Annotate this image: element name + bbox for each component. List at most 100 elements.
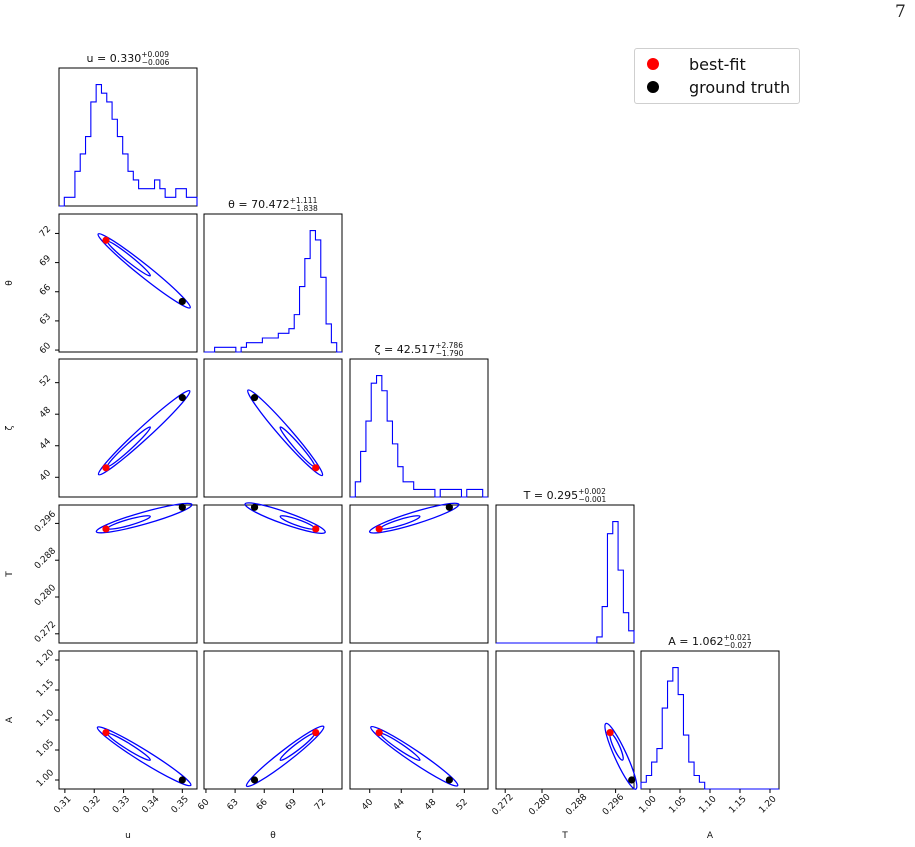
contour-outer-zeta-u	[97, 389, 191, 476]
ylabel-zeta: ζ	[5, 425, 15, 430]
xtick-label-theta-2: 66	[255, 797, 270, 812]
contour-outer-T-zeta	[368, 502, 460, 534]
ytick-label-theta-1: 63	[38, 312, 53, 327]
contour-inner-A-theta	[279, 732, 316, 761]
ytick-label-A-2: 1.10	[35, 708, 56, 729]
best-fit-point-A-zeta	[375, 729, 383, 737]
ytick-label-T-0: 0.272	[33, 620, 58, 645]
ground-truth-point-zeta-theta	[250, 394, 259, 402]
contour-outer-A-theta	[245, 725, 325, 788]
histogram-theta	[204, 230, 342, 353]
xtick-label-u-2: 0.33	[111, 794, 132, 815]
xtick-label-zeta-3: 52	[455, 797, 470, 812]
ytick-label-zeta-3: 52	[38, 374, 53, 389]
page-number: 7	[895, 2, 906, 22]
xtick-label-T-2: 0.288	[564, 792, 589, 817]
histogram-zeta	[350, 375, 488, 498]
best-fit-marker-icon	[647, 58, 659, 70]
ytick-label-T-3: 0.296	[33, 509, 58, 534]
best-fit-point-T-u	[102, 525, 110, 533]
contour-outer-zeta-theta	[247, 389, 324, 477]
contour-outer-A-u	[96, 726, 192, 787]
panel-frame-theta-theta	[203, 213, 343, 353]
best-fit-point-A-theta	[312, 729, 320, 737]
xlabel-T: T	[561, 831, 568, 841]
title-A: A = 1.062+0.021 −0.027	[668, 633, 752, 650]
ylabel-theta: θ	[5, 280, 15, 286]
ground-truth-point-A-zeta	[445, 776, 453, 784]
panel-frame-T-u	[58, 504, 198, 644]
xtick-label-u-1: 0.32	[82, 794, 103, 815]
histogram-u	[59, 84, 198, 207]
histogram-A	[640, 667, 779, 790]
panel-frame-A-theta	[203, 650, 343, 790]
xtick-label-u-0: 0.31	[52, 794, 73, 815]
contour-inner-A-u	[106, 732, 151, 761]
legend-label-ground-truth: ground truth	[689, 77, 791, 97]
contour-inner-zeta-theta	[279, 426, 316, 468]
xtick-label-theta-0: 60	[196, 797, 211, 812]
xlabel-theta: θ	[270, 831, 276, 841]
legend-label-best-fit: best-fit	[689, 54, 746, 74]
panel-frame-theta-u	[58, 213, 198, 353]
panel-frame-zeta-zeta	[349, 358, 489, 498]
xtick-label-A-4: 1.20	[757, 794, 778, 815]
panel-frame-T-zeta	[349, 504, 489, 644]
ytick-label-zeta-1: 44	[38, 437, 53, 452]
panel-frame-T-theta	[203, 504, 343, 644]
ytick-label-theta-3: 69	[38, 253, 53, 268]
xtick-label-u-3: 0.34	[140, 794, 161, 815]
histogram-T	[496, 521, 635, 644]
ground-truth-point-A-theta	[250, 776, 259, 784]
contour-inner-A-zeta	[379, 732, 421, 761]
ytick-label-A-1: 1.05	[35, 738, 56, 759]
contour-outer-theta-u	[97, 233, 191, 309]
panel-frame-A-zeta	[349, 650, 489, 790]
xtick-label-u-4: 0.35	[170, 794, 191, 815]
contour-inner-zeta-u	[106, 426, 152, 468]
xtick-label-A-0: 1.00	[637, 794, 658, 815]
xlabel-zeta: ζ	[417, 831, 422, 841]
title-zeta: ζ = 42.517+2.786 −1.790	[375, 341, 464, 358]
legend-item-ground-truth: ground truth	[647, 77, 790, 97]
panel-frame-zeta-theta	[203, 358, 343, 498]
xtick-label-A-3: 1.15	[727, 794, 748, 815]
ytick-label-A-3: 1.15	[35, 678, 56, 699]
xtick-label-theta-3: 69	[284, 797, 299, 812]
panel-frame-u-u	[58, 67, 198, 207]
best-fit-point-T-zeta	[375, 525, 383, 533]
ytick-label-theta-0: 60	[38, 341, 53, 356]
xtick-label-T-1: 0.280	[527, 792, 552, 817]
best-fit-point-A-T	[606, 729, 614, 737]
ytick-label-T-1: 0.280	[33, 583, 58, 608]
contour-outer-A-zeta	[370, 725, 459, 787]
best-fit-point-zeta-u	[102, 464, 110, 472]
best-fit-point-T-theta	[312, 525, 320, 533]
xlabel-A: A	[707, 831, 714, 841]
ytick-label-zeta-0: 40	[38, 468, 53, 483]
contour-outer-T-u	[95, 502, 193, 534]
contour-outer-T-theta	[244, 502, 326, 534]
best-fit-point-theta-u	[102, 236, 110, 244]
ground-truth-point-theta-u	[178, 297, 186, 306]
ground-truth-point-T-zeta	[445, 503, 453, 511]
xlabel-u: u	[125, 831, 131, 841]
title-theta: θ = 70.472+1.111 −1.838	[228, 196, 318, 213]
best-fit-point-zeta-theta	[312, 464, 320, 472]
ytick-label-theta-4: 72	[38, 224, 53, 239]
xtick-label-zeta-0: 40	[360, 797, 375, 812]
ytick-label-T-2: 0.288	[33, 546, 58, 571]
panel-frame-zeta-u	[58, 358, 198, 498]
ylabel-A: A	[5, 716, 15, 723]
panel-frame-A-u	[58, 650, 198, 790]
best-fit-point-A-u	[102, 729, 110, 737]
title-T: T = 0.295+0.002 −0.001	[523, 487, 607, 504]
xtick-label-theta-4: 72	[313, 797, 328, 812]
title-u: u = 0.330+0.009 −0.006	[87, 50, 170, 67]
xtick-label-theta-1: 63	[226, 797, 241, 812]
xtick-label-zeta-1: 44	[392, 797, 407, 812]
ground-truth-point-A-u	[178, 776, 186, 784]
ytick-label-theta-2: 66	[38, 283, 53, 298]
xtick-label-A-2: 1.10	[697, 794, 718, 815]
ground-truth-point-A-T	[628, 776, 636, 784]
